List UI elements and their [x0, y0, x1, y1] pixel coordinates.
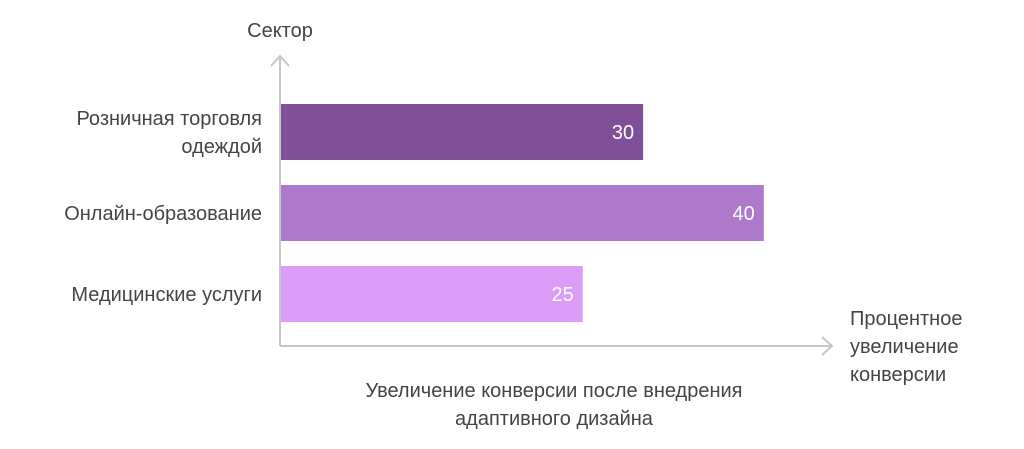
- category-label: Медицинские услуги: [71, 284, 262, 306]
- data-label: 30: [612, 122, 634, 144]
- bar: [281, 266, 583, 322]
- category-label: Онлайн-образование: [64, 203, 262, 225]
- chart-axes: [270, 54, 834, 356]
- data-label: 25: [552, 284, 574, 306]
- bar-group: [281, 104, 764, 322]
- category-label-line: Медицинские услуги: [71, 284, 262, 306]
- x-axis-title-line: Процентное: [850, 308, 962, 330]
- category-label-line: одеждой: [181, 136, 262, 158]
- bar: [281, 185, 764, 241]
- x-axis-title: Процентное увеличение конверсии: [850, 308, 962, 386]
- x-axis-arrow: [821, 336, 834, 356]
- y-axis-title: Сектор: [247, 20, 313, 42]
- chart-caption-line: Увеличение конверсии после внедрения: [365, 380, 742, 402]
- label-group: 30 Розничная торговля одеждой 40 Онлайн-обра…: [64, 20, 962, 430]
- data-label: 40: [733, 203, 755, 225]
- y-axis-arrow: [270, 54, 290, 67]
- chart-caption-line: адаптивного дизайна: [455, 408, 654, 430]
- category-label-line: Онлайн-образование: [64, 203, 262, 225]
- category-label-line: Розничная торговля: [76, 108, 262, 130]
- bar: [281, 104, 644, 160]
- chart-caption: Увеличение конверсии после внедрения адап…: [365, 380, 742, 430]
- x-axis-title-line: конверсии: [850, 364, 946, 386]
- x-axis-title-line: увеличение: [850, 336, 959, 358]
- category-label: Розничная торговля одеждой: [76, 108, 262, 158]
